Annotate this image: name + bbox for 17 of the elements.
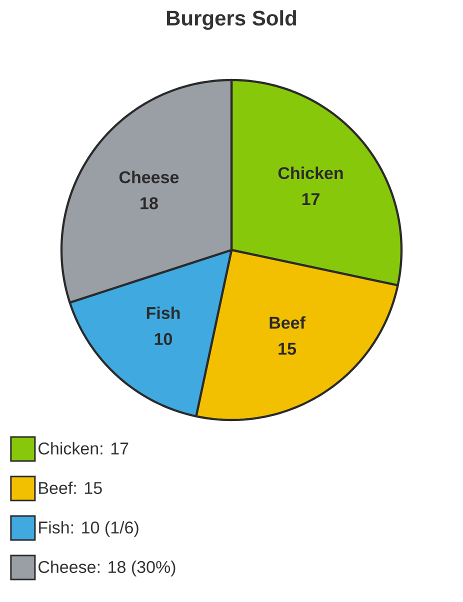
legend-label: Chicken (38, 442, 98, 455)
slice-label: Chicken (278, 166, 343, 180)
text: : 15 (74, 482, 102, 494)
slice-label: Cheese (119, 170, 179, 184)
chart-title: Burgers Sold (166, 10, 296, 30)
data-label: 17 (302, 193, 320, 205)
text: : 18 (30%) (98, 560, 176, 576)
text: : 17 (100, 442, 128, 454)
slice-label: Fish (146, 306, 180, 320)
legend-label: Fish (39, 521, 69, 534)
legend-label: Cheese (38, 560, 96, 574)
data-label: 18 (140, 197, 158, 210)
slice-label: Beef (270, 316, 306, 329)
text: : 10 (1/6) (71, 521, 138, 537)
data-label: 15 (278, 342, 296, 355)
legend-label: Beef (39, 482, 73, 494)
data-label: 10 (154, 333, 172, 346)
